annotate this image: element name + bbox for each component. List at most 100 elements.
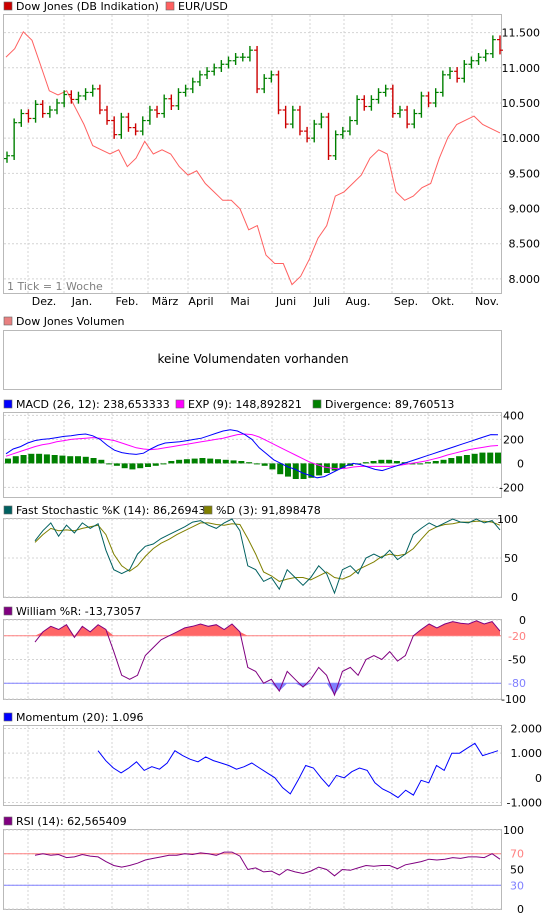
divergence-bar	[75, 456, 81, 464]
legend-dow: Dow Jones (DB Indikation)	[16, 0, 159, 13]
divergence-bar	[316, 463, 323, 476]
divergence-bar	[285, 463, 291, 477]
divergence-bar	[463, 455, 470, 464]
y-tick-label: -100	[501, 693, 526, 706]
rsi-y-ticks: 100 70 50 30 0	[503, 824, 524, 916]
x-tick-label: Okt.	[432, 295, 455, 308]
divergence-bar	[425, 462, 431, 464]
y-tick-label: -80	[508, 677, 526, 690]
x-tick-label: März	[152, 295, 179, 308]
divergence-bar	[199, 458, 206, 464]
k-series-line	[34, 518, 501, 595]
divergence-bar	[331, 463, 338, 471]
y-tick-label: 9.000	[509, 203, 541, 216]
divergence-bar	[362, 462, 369, 464]
legend-macd: MACD (26, 12): 238,653333	[16, 398, 170, 411]
divergence-bar	[43, 454, 50, 464]
divergence-bar	[145, 463, 151, 467]
price-x-labels: Dez. Jan. Feb. März April Mai Juni Juli Aug. Sep.…	[32, 295, 499, 308]
x-tick-label: Nov.	[475, 295, 499, 308]
y-tick-label: 8.500	[509, 238, 541, 251]
y-tick-label: 1.000	[511, 747, 543, 760]
legend-swatch-dow	[3, 1, 13, 11]
divergence-bar	[168, 461, 175, 464]
william-series-line	[34, 620, 501, 697]
momentum-panel: Momentum (20): 1.096 2.000 1.000 0 -1.000	[3, 711, 542, 810]
divergence-bar	[479, 452, 486, 464]
divergence-bar	[456, 456, 463, 464]
legend-divergence: Divergence: 89,760513	[325, 398, 454, 411]
stoch-y-ticks: 100 50 0	[497, 513, 518, 604]
y-tick-label: 8.000	[509, 273, 541, 286]
divergence-bar	[277, 463, 284, 475]
rsi-panel: RSI (14): 62,565409 100 70 50 30 0	[3, 815, 524, 916]
divergence-bar	[487, 452, 494, 464]
x-tick-label: Jan.	[71, 295, 92, 308]
divergence-bar	[409, 463, 416, 465]
legend-swatch-momentum	[3, 712, 13, 722]
divergence-bar	[121, 463, 128, 469]
legend-swatch-william	[3, 606, 13, 616]
macd-panel: MACD (26, 12): 238,653333 EXP (9): 148,8…	[3, 398, 524, 498]
momentum-y-ticks: 2.000 1.000 0 -1.000	[507, 722, 542, 809]
exp-series-line	[5, 433, 499, 470]
divergence-bar	[253, 463, 260, 465]
divergence-bar	[417, 463, 424, 465]
divergence-bar	[323, 463, 330, 473]
y-tick-label: -200	[499, 481, 524, 494]
divergence-bar	[269, 463, 276, 470]
price-plot-area	[3, 14, 502, 294]
macd-series-line	[5, 429, 499, 479]
divergence-bar	[495, 452, 501, 464]
momentum-series-line	[97, 742, 499, 799]
divergence-bar	[20, 455, 27, 464]
divergence-bar	[440, 459, 447, 464]
y-tick-label: 0	[535, 772, 542, 785]
legend-momentum: Momentum (20): 1.096	[16, 711, 143, 724]
divergence-bar	[230, 460, 237, 464]
y-tick-label: 10.000	[502, 132, 541, 145]
divergence-bar	[339, 463, 346, 469]
macd-grid	[4, 413, 501, 497]
y-tick-label: 70	[510, 848, 524, 861]
legend-swatch-exp	[175, 399, 185, 409]
legend-rsi: RSI (14): 62,565409	[16, 815, 127, 828]
divergence-bar	[292, 463, 299, 479]
divergence-bar	[393, 461, 400, 464]
legend-swatch-d	[203, 505, 213, 515]
y-tick-label: -50	[508, 654, 526, 667]
y-tick-label: 9.500	[509, 167, 541, 180]
momentum-grid	[4, 726, 501, 805]
rsi-series-line	[34, 851, 501, 877]
volume-empty-message: keine Volumendaten vorhanden	[157, 352, 348, 366]
x-tick-label: Juni	[275, 295, 296, 308]
divergence-bar	[90, 458, 97, 464]
divergence-bar	[308, 463, 315, 478]
x-tick-label: Juli	[313, 295, 330, 308]
divergence-bar	[5, 458, 11, 464]
y-tick-label: 2.000	[511, 722, 543, 735]
y-tick-label: 30	[510, 879, 524, 892]
divergence-bar	[370, 461, 377, 464]
x-tick-label: Aug.	[346, 295, 371, 308]
divergence-bar	[160, 463, 167, 465]
legend-swatch-k	[3, 505, 13, 515]
divergence-bar	[28, 453, 35, 464]
divergence-bar	[59, 455, 66, 464]
momentum-plot-area	[3, 725, 502, 806]
macd-divergence-bars	[5, 452, 501, 479]
y-tick-label: 100	[497, 513, 518, 526]
legend-eurusd: EUR/USD	[178, 0, 228, 13]
y-tick-label: 0	[511, 591, 518, 604]
divergence-bar	[36, 453, 43, 464]
divergence-bar	[82, 456, 89, 464]
rsi-grid	[4, 829, 501, 910]
macd-plot-area	[3, 412, 502, 498]
price-panel: Dow Jones (DB Indikation) EUR/USD 8.000 8…	[3, 0, 541, 308]
william-oversold-fill	[35, 683, 500, 695]
divergence-bar	[222, 459, 229, 464]
eurusd-series-line	[5, 30, 501, 286]
y-tick-label: -1.000	[507, 797, 542, 810]
y-tick-label: 0	[517, 903, 524, 916]
